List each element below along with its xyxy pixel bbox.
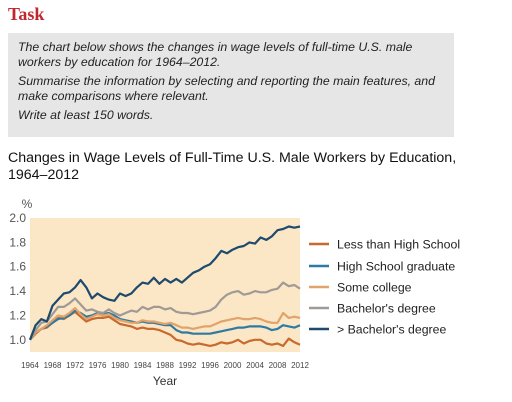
x-tick-label: 1984 bbox=[134, 361, 152, 370]
legend-label: Some college bbox=[337, 281, 412, 295]
y-tick-label: 1.6 bbox=[9, 260, 26, 274]
series-line bbox=[29, 307, 301, 341]
x-tick-label: 1968 bbox=[44, 361, 62, 370]
x-tick-label: 1980 bbox=[111, 361, 129, 370]
task-paragraph: Write at least 150 words. bbox=[18, 108, 154, 122]
legend-label: > Bachelor's degree bbox=[337, 323, 446, 337]
x-tick-label: 2000 bbox=[224, 361, 242, 370]
x-axis-title: Year bbox=[153, 374, 177, 388]
x-tick-label: 2008 bbox=[269, 361, 287, 370]
plot-background bbox=[30, 218, 300, 352]
y-tick-label: 1.4 bbox=[9, 284, 26, 298]
y-tick-label: 1.0 bbox=[9, 333, 26, 347]
x-tick-label: 1964 bbox=[21, 361, 39, 370]
y-tick-label: 1.8 bbox=[9, 235, 26, 249]
x-tick-label: 1976 bbox=[89, 361, 107, 370]
x-tick-label: 1996 bbox=[201, 361, 219, 370]
x-tick-label: 2004 bbox=[246, 361, 264, 370]
y-tick-label: 1.2 bbox=[9, 308, 26, 322]
task-heading: Task bbox=[8, 4, 45, 24]
series-line bbox=[28, 225, 301, 341]
x-tick-label: 2012 bbox=[291, 361, 309, 370]
legend-label: High School graduate bbox=[337, 260, 455, 274]
legend-label: Bachelor's degree bbox=[337, 302, 436, 316]
x-tick-label: 1972 bbox=[66, 361, 84, 370]
series-line bbox=[29, 309, 301, 341]
task-instructions: The chart below shows the changes in wag… bbox=[8, 33, 454, 137]
y-axis-unit-label: % bbox=[22, 197, 33, 211]
x-tick-label: 1988 bbox=[156, 361, 174, 370]
series-line bbox=[29, 281, 301, 341]
x-tick-label: 1992 bbox=[179, 361, 197, 370]
y-tick-label: 2.0 bbox=[9, 211, 26, 225]
chart-title: Changes in Wage Levels of Full-Time U.S.… bbox=[8, 150, 457, 183]
task-paragraph: Summarise the information by selecting a… bbox=[18, 74, 435, 103]
task-paragraph: The chart below shows the changes in wag… bbox=[18, 40, 413, 69]
legend-label: Less than High School bbox=[337, 238, 460, 252]
